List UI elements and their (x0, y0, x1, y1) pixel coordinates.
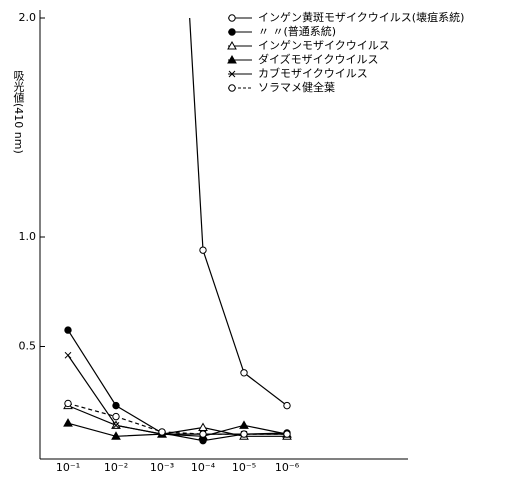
point (283, 430, 291, 438)
point (199, 246, 207, 254)
y-tick-label: 1.0 (19, 230, 37, 243)
point (111, 431, 121, 440)
point (199, 430, 207, 438)
point (158, 428, 166, 436)
point (240, 430, 248, 438)
point (64, 326, 72, 334)
point (64, 351, 72, 359)
series-line (189, 18, 288, 407)
x-tick-label: 10⁻⁴ (191, 461, 216, 474)
point (240, 369, 248, 377)
x-tick-label: 10⁻¹ (56, 461, 80, 474)
point (63, 418, 73, 427)
y-axis-label: 吸光値(410 nm) (12, 70, 25, 154)
point (227, 40, 237, 50)
series-line (67, 329, 288, 442)
legend-label: ソラマメ健全葉 (258, 80, 335, 94)
x-tick-label: 10⁻³ (150, 461, 174, 474)
legend-label: ダイズモザイクウイルス (258, 52, 378, 66)
point (112, 412, 120, 421)
point (198, 422, 208, 432)
x-tick-label: 10⁻⁵ (232, 461, 256, 474)
point (228, 70, 236, 78)
point (112, 401, 120, 410)
legend-label: 〃 〃(普通系統) (258, 24, 336, 38)
legend-label: インゲン黄斑モザイクウイルス(壊疽系統) (258, 10, 464, 24)
x-tick-label: 10⁻⁶ (275, 461, 300, 474)
x-tick-label: 10⁻² (104, 461, 128, 474)
point (64, 399, 72, 408)
point (228, 84, 236, 92)
y-tick-label: 0.5 (19, 340, 37, 353)
point (227, 54, 237, 64)
y-tick-label: 2.0 (19, 11, 37, 24)
point (228, 14, 236, 22)
point (283, 401, 291, 410)
series-line (67, 405, 287, 437)
point (239, 420, 249, 429)
series-line (67, 354, 287, 435)
series-line (67, 422, 288, 437)
plot (63, 18, 292, 445)
legend-label: カブモザイクウイルス (258, 66, 368, 80)
point (228, 28, 236, 36)
point (112, 421, 120, 429)
legend-label: インゲンモザイクウイルス (258, 39, 390, 52)
